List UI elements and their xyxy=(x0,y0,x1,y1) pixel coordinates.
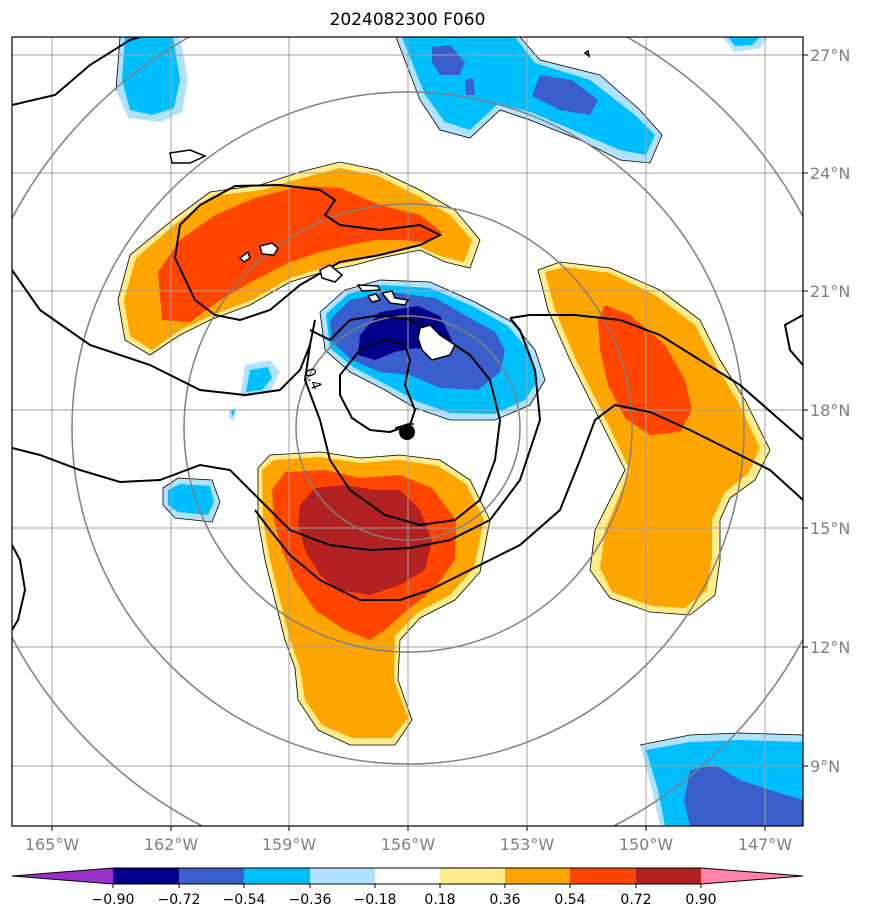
storm-track-line xyxy=(394,423,414,429)
colorbar-tick-label: 0.54 xyxy=(554,892,585,908)
colorbar-segment xyxy=(244,868,310,884)
shade-region-east-positive xyxy=(538,262,770,615)
lat-label: 12°N xyxy=(810,638,850,657)
lon-label: 162°W xyxy=(144,835,199,854)
map-title: 2024082300 F060 xyxy=(329,10,486,30)
lat-label: 15°N xyxy=(810,519,850,538)
lat-label: 24°N xyxy=(810,164,850,183)
longitude-labels: 165°W 162°W 159°W 156°W 153°W 150°W 147°… xyxy=(25,835,793,854)
colorbar-tick-label: −0.36 xyxy=(289,892,332,908)
coastline-islands xyxy=(169,49,591,361)
colorbar-segment xyxy=(310,868,375,884)
lon-label: 156°W xyxy=(381,835,436,854)
colorbar-segment xyxy=(570,868,636,884)
colorbar-tick-label: −0.72 xyxy=(158,892,201,908)
colorbar-segment xyxy=(179,868,244,884)
colorbar-tick-label: 0.90 xyxy=(685,892,716,908)
colorbar-segment xyxy=(440,868,505,884)
lat-label: 9°N xyxy=(810,757,840,776)
colorbar-segment xyxy=(505,868,570,884)
shade-region-south-positive xyxy=(258,452,490,745)
lat-label: 21°N xyxy=(810,282,850,301)
colorbar-tick-label: 0.36 xyxy=(489,892,520,908)
colorbar-segment xyxy=(113,868,179,884)
lon-label: 150°W xyxy=(619,835,674,854)
lon-label: 153°W xyxy=(500,835,555,854)
colorbar: −0.90 −0.72 −0.54 −0.36 −0.18 0.18 0.36 0.54 0.7… xyxy=(11,867,804,908)
lon-label: 165°W xyxy=(25,835,80,854)
map-plot-area: 0.4 xyxy=(12,37,803,826)
shade-region-southeast-negative xyxy=(640,733,803,826)
storm-center-marker xyxy=(399,424,415,440)
colorbar-segment xyxy=(636,868,701,884)
colorbar-tick-label: −0.90 xyxy=(92,892,135,908)
lat-label: 18°N xyxy=(810,401,850,420)
lon-label: 159°W xyxy=(262,835,317,854)
contour-label: 0.4 xyxy=(301,366,324,393)
colorbar-tick-label: 0.72 xyxy=(620,892,651,908)
bottom-ticks xyxy=(51,826,766,831)
colorbar-tick-label: 0.18 xyxy=(424,892,455,908)
right-ticks xyxy=(803,54,808,767)
shade-region-northwest xyxy=(116,37,188,122)
shade-region-north xyxy=(396,37,768,163)
colorbar-tick-label: −0.54 xyxy=(223,892,266,908)
colorbar-extend-max xyxy=(701,868,803,884)
lon-label: 147°W xyxy=(738,835,793,854)
gridlines xyxy=(12,37,803,826)
latitude-labels: 27°N 24°N 21°N 18°N 15°N 12°N 9°N xyxy=(810,46,850,776)
lat-label: 27°N xyxy=(810,46,850,65)
colorbar-tick-label: −0.18 xyxy=(354,892,397,908)
colorbar-segment xyxy=(375,868,440,884)
range-rings xyxy=(12,37,803,826)
shade-region-west-positive xyxy=(118,162,480,355)
colorbar-extend-min xyxy=(12,868,113,884)
black-contours xyxy=(12,37,803,631)
